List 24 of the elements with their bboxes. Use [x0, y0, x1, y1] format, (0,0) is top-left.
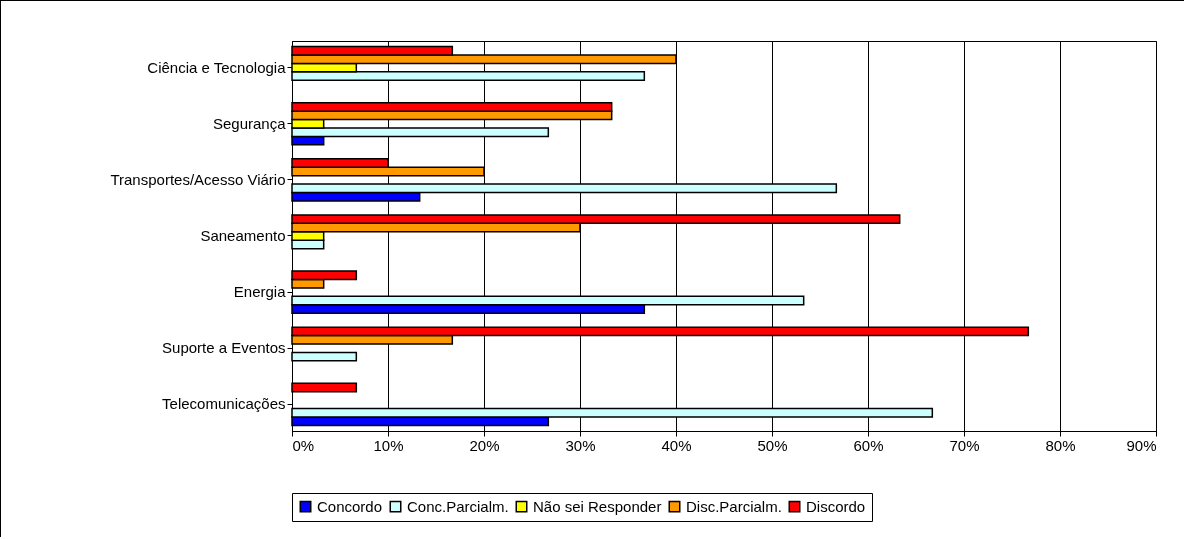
y-tick-label: Suporte a Eventos — [162, 339, 286, 357]
bar — [291, 382, 358, 393]
y-tick-label: Segurança — [212, 114, 287, 132]
legend-label: Não sei Responder — [533, 497, 662, 515]
legend-label: Disc.Parcialm. — [686, 497, 782, 515]
legend-label: Concordo — [317, 497, 383, 515]
x-tick-label: 80% — [1045, 436, 1076, 454]
y-tick-label: Energia — [233, 283, 287, 301]
y-tick-label: Telecomunicações — [162, 395, 286, 413]
x-tick-label: 50% — [757, 436, 788, 454]
y-tick-label: Transportes/Acesso Viário — [110, 170, 286, 188]
x-tick-label: 70% — [949, 436, 980, 454]
bar — [291, 351, 358, 362]
y-tick-label: Saneamento — [200, 227, 286, 244]
x-tick-label: 10% — [373, 436, 404, 454]
legend-label: Discordo — [806, 497, 866, 515]
x-tick-label: 90% — [1126, 436, 1157, 454]
x-tick-label: 40% — [661, 436, 692, 454]
x-tick-label: 30% — [565, 436, 596, 454]
legend-label: Conc.Parcialm. — [407, 497, 509, 515]
x-tick-label: 0% — [292, 436, 315, 454]
y-tick-label: Ciência e Tecnologia — [147, 58, 287, 76]
x-tick-label: 20% — [469, 436, 500, 454]
x-tick-label: 60% — [853, 436, 884, 454]
